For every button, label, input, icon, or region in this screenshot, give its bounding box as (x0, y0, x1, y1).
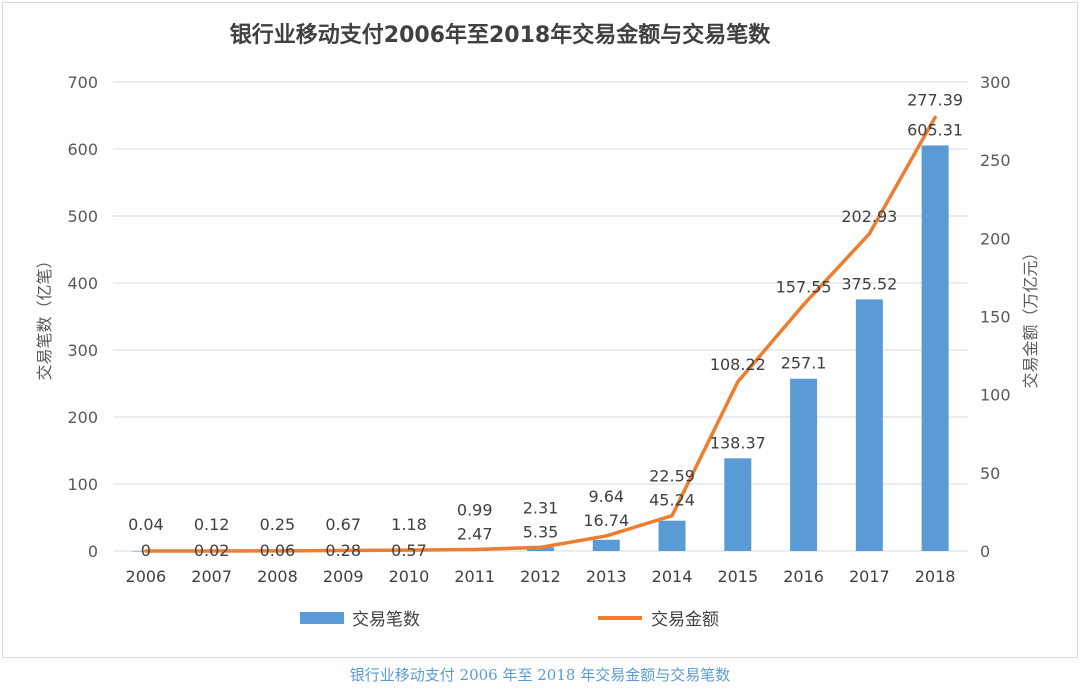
x-tick-label: 2008 (257, 567, 298, 586)
x-tick-label: 2016 (783, 567, 824, 586)
line-point (210, 549, 214, 553)
bar (921, 145, 949, 551)
x-tick-label: 2006 (126, 567, 167, 586)
bar-data-label: 2.47 (457, 524, 493, 543)
bar (855, 299, 883, 551)
y-tick-label: 0 (88, 542, 98, 561)
line-data-label: 2.31 (523, 498, 559, 517)
y2-tick-label: 150 (980, 308, 1011, 327)
chart: 银行业移动支付2006年至2018年交易金额与交易笔数 0.04 0.12 0.25… (35, 22, 1040, 630)
x-tick-label: 2009 (323, 567, 364, 586)
bar (724, 458, 752, 551)
line-data-label: 277.39 (907, 90, 963, 109)
bar-data-label: 1.18 (391, 515, 427, 534)
chart-title: 银行业移动支付2006年至2018年交易金额与交易笔数 (230, 22, 771, 48)
data-labels: 0.04 0.12 0.25 0.67 1.18 2.47 5.35 16.74 45.24 13… (128, 90, 963, 560)
line-data-label: 22.59 (649, 467, 695, 486)
bar-series (132, 145, 949, 552)
line-point (539, 545, 542, 549)
line-data-label: 157.55 (776, 278, 832, 297)
legend-label-line: 交易金额 (651, 610, 719, 630)
y-tick-label: 400 (67, 274, 98, 293)
y-tick-label: 300 (67, 341, 98, 360)
line-data-label: 0.99 (457, 500, 493, 519)
line-point (933, 115, 937, 119)
line-data-label: 0.02 (194, 541, 230, 560)
y-axis-title: 交易笔数（亿笔） (35, 252, 54, 380)
bar-data-label: 138.37 (710, 433, 766, 452)
line-point (473, 547, 477, 551)
y2-tick-label: 100 (980, 386, 1011, 405)
bar (790, 378, 818, 551)
line-data-label: 0.06 (260, 541, 296, 560)
line-data-label: 9.64 (588, 487, 624, 506)
y2-tick-label: 300 (980, 73, 1011, 92)
x-tick-label: 2010 (389, 567, 430, 586)
bar (592, 539, 620, 551)
line-data-label: 0.28 (325, 541, 361, 560)
bar-data-label: 257.1 (781, 354, 827, 373)
line-point (604, 534, 608, 538)
y-tick-label: 100 (67, 475, 98, 494)
y2-axis-title: 交易金额（万亿元） (1021, 244, 1040, 388)
bar-data-label: 0.04 (128, 515, 164, 534)
line-data-label: 202.93 (841, 207, 897, 226)
x-tick-label: 2013 (586, 567, 627, 586)
legend-swatch-bars (300, 612, 344, 624)
x-tick-label: 2017 (849, 567, 890, 586)
y-tick-label: 600 (67, 140, 98, 159)
bar-data-label: 0.67 (325, 515, 361, 534)
y2-tick-label: 250 (980, 151, 1011, 170)
y2-tick-label: 50 (980, 464, 1000, 483)
bar-data-label: 45.24 (649, 491, 695, 510)
axes: 0 100 200 300 400 500 600 700 0 50 100 150 200 250 300… (35, 73, 1040, 586)
bar-data-label: 5.35 (523, 522, 559, 541)
image-caption: 银行业移动支付 2006 年至 2018 年交易金额与交易笔数 (349, 666, 731, 684)
line-point (867, 232, 871, 236)
legend-label-bars: 交易笔数 (352, 610, 420, 630)
line-point (275, 549, 279, 553)
bar-data-label: 605.31 (907, 120, 963, 139)
legend: 交易笔数 交易金额 (300, 610, 719, 630)
y-tick-label: 500 (67, 207, 98, 226)
x-tick-label: 2015 (717, 567, 758, 586)
line-data-label: 108.22 (710, 355, 766, 374)
line-series (144, 115, 937, 553)
x-tick-label: 2007 (191, 567, 232, 586)
bar-data-label: 0.12 (194, 515, 230, 534)
y-tick-label: 200 (67, 408, 98, 427)
x-tick-label: 2012 (520, 567, 561, 586)
bar-data-label: 375.52 (841, 274, 897, 293)
line-point (407, 548, 411, 552)
bar (527, 547, 554, 551)
line-point (802, 303, 806, 307)
x-tick-label: 2014 (652, 567, 693, 586)
x-tick-label: 2011 (454, 567, 495, 586)
x-tick-label: 2018 (915, 567, 956, 586)
y2-tick-label: 200 (980, 229, 1011, 248)
line-point (144, 549, 148, 553)
bar (658, 520, 686, 551)
y2-tick-label: 0 (980, 542, 990, 561)
line-point (670, 514, 674, 518)
bar-data-label: 16.74 (583, 511, 629, 530)
line-point (341, 549, 345, 553)
y-tick-label: 700 (67, 73, 98, 92)
line-data-label: 0.57 (391, 541, 427, 560)
line-point (736, 380, 740, 384)
gridlines (113, 81, 968, 552)
line-data-label: 0 (141, 541, 151, 560)
bar-data-label: 0.25 (260, 515, 296, 534)
